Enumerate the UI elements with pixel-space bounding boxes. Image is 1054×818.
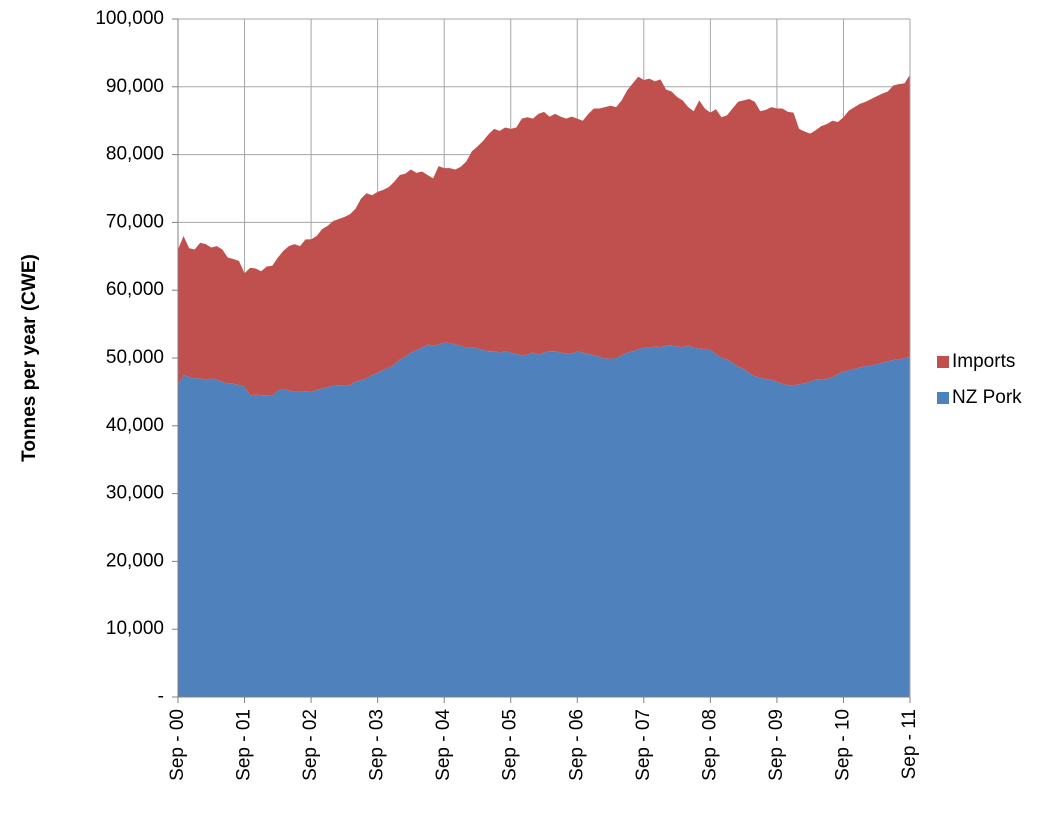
x-tick-label: Sep - 07 xyxy=(633,709,654,781)
y-axis-title: Tonnes per year (CWE) xyxy=(19,254,40,462)
x-tick-label: Sep - 09 xyxy=(766,709,787,781)
y-tick-label: 90,000 xyxy=(106,76,164,97)
legend-label: NZ Pork xyxy=(952,387,1022,408)
y-tick-label: 40,000 xyxy=(106,415,164,436)
y-tick-label: 100,000 xyxy=(95,8,164,29)
x-tick-label: Sep - 10 xyxy=(832,709,853,781)
x-tick-label: Sep - 06 xyxy=(566,709,587,781)
y-tick-label: 80,000 xyxy=(106,144,164,165)
legend-swatch xyxy=(937,392,949,404)
y-tick-label: 10,000 xyxy=(106,618,164,639)
x-tick-label: Sep - 04 xyxy=(433,709,454,781)
area xyxy=(178,342,910,697)
legend-label: Imports xyxy=(952,351,1015,372)
y-tick-label: 70,000 xyxy=(106,211,164,232)
x-tick-label: Sep - 05 xyxy=(500,709,521,781)
x-tick-label: Sep - 02 xyxy=(300,709,321,781)
x-tick-label: Sep - 00 xyxy=(167,709,188,781)
y-tick-label: - xyxy=(158,686,164,707)
x-tick-label: Sep - 03 xyxy=(367,709,388,781)
y-tick-label: 60,000 xyxy=(106,279,164,300)
x-tick-label: Sep - 08 xyxy=(699,709,720,781)
x-tick-label: Sep - 11 xyxy=(899,709,920,779)
y-tick-label: 30,000 xyxy=(106,483,164,504)
y-tick-label: 50,000 xyxy=(106,347,164,368)
area xyxy=(178,74,910,396)
x-tick-label: Sep - 01 xyxy=(234,709,255,781)
legend-swatch xyxy=(937,356,949,368)
y-tick-label: 20,000 xyxy=(106,550,164,571)
